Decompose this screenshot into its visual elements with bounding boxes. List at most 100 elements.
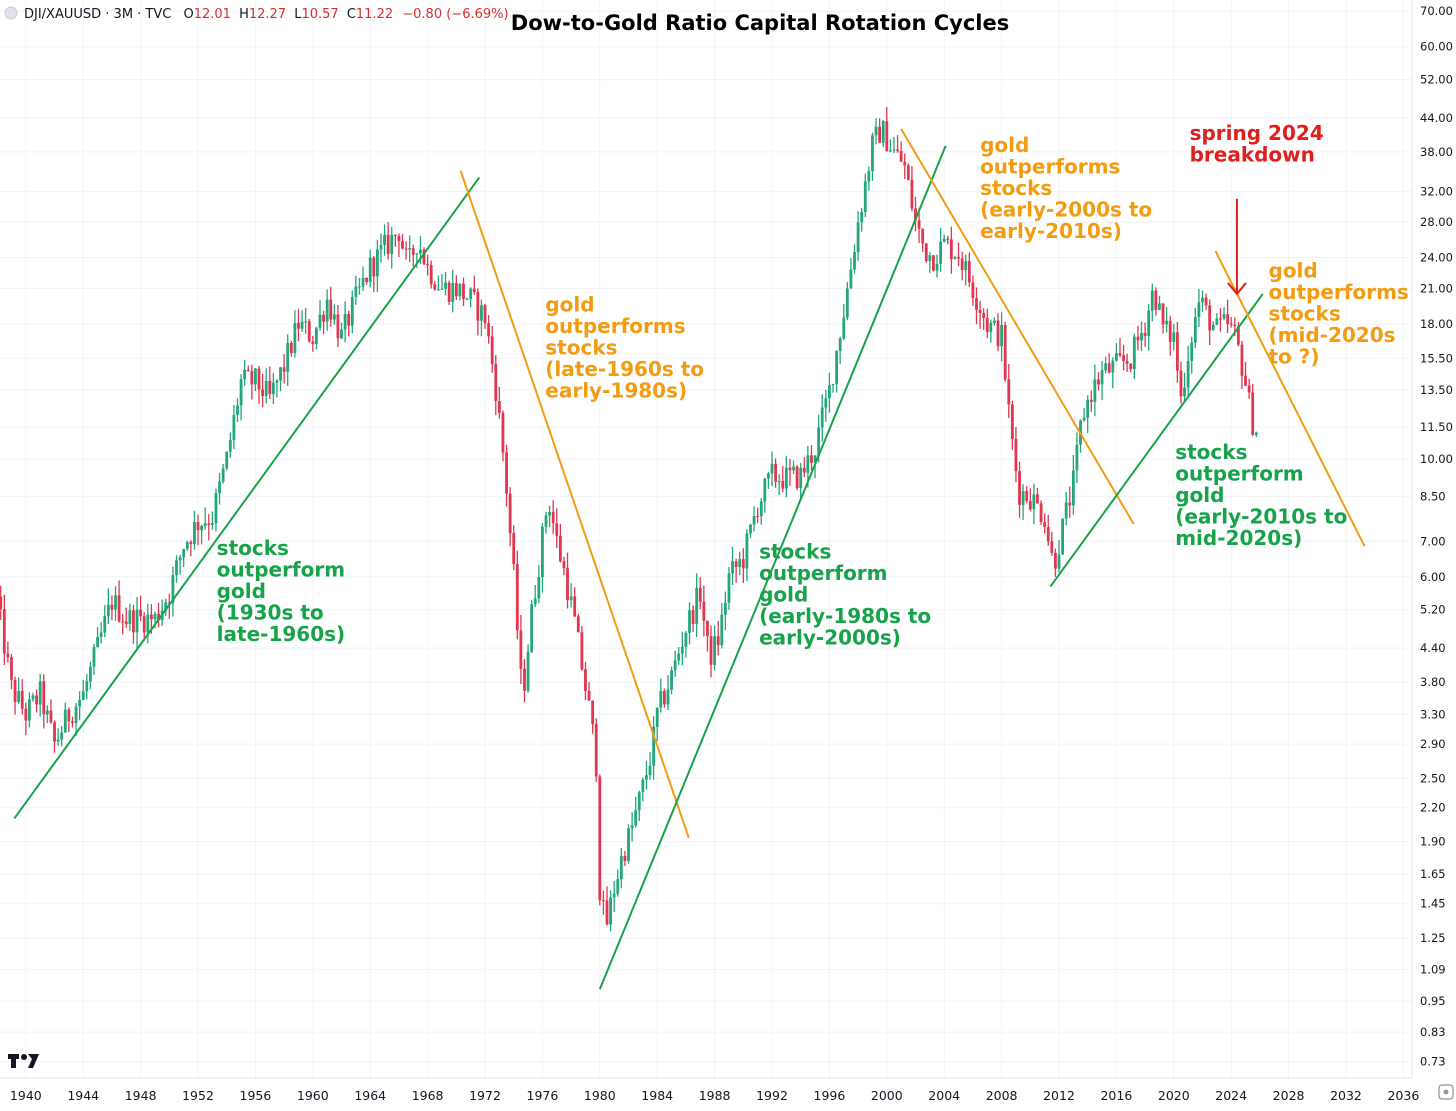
candle-body	[135, 609, 139, 633]
candle-body	[268, 380, 272, 395]
symbol-status-icon[interactable]	[4, 6, 18, 20]
candle-body	[200, 526, 204, 531]
candle-body	[971, 282, 975, 299]
candle-body	[623, 856, 627, 861]
candle-body	[680, 646, 684, 654]
close-label: C	[347, 7, 356, 22]
x-tick-label: 1984	[641, 1088, 673, 1103]
y-tick-label: 2.90	[1420, 737, 1446, 751]
candle-body	[1240, 344, 1244, 376]
candle-body	[275, 380, 279, 383]
candle-body	[770, 463, 774, 474]
x-tick-label: 2008	[986, 1088, 1018, 1103]
candle-body	[978, 309, 982, 313]
candle-body	[365, 277, 369, 283]
candle-body	[214, 493, 218, 524]
candle-body	[698, 587, 702, 602]
candle-body	[164, 602, 168, 611]
candle-body	[153, 613, 157, 620]
candle-body	[49, 710, 53, 723]
candle-body	[975, 298, 978, 310]
candle-body	[1107, 363, 1111, 373]
candle-body	[1140, 333, 1143, 341]
candle-body	[379, 244, 383, 250]
candle-body	[655, 707, 659, 727]
candle-body	[63, 709, 67, 733]
candle-body	[1046, 526, 1050, 542]
candle-body	[666, 689, 670, 705]
candle-body	[566, 568, 569, 601]
candle-body	[795, 466, 799, 488]
candle-body	[508, 493, 512, 534]
candle-body	[261, 389, 264, 396]
candle-body	[1215, 318, 1219, 325]
candle-body	[526, 651, 530, 691]
candle-body	[304, 321, 308, 323]
annotation-line: (mid-2020s	[1269, 323, 1396, 347]
candle-body	[1028, 500, 1032, 510]
candle-body	[1068, 502, 1072, 506]
candle-body	[727, 573, 731, 603]
candle-body	[569, 596, 573, 601]
candle-body	[289, 342, 293, 354]
x-tick-label: 1964	[354, 1088, 386, 1103]
candle-body	[673, 660, 677, 671]
y-tick-label: 5.20	[1420, 603, 1446, 617]
tradingview-logo[interactable]	[8, 1054, 39, 1068]
candle-body	[1236, 326, 1240, 345]
candle-body	[139, 609, 143, 617]
candle-body	[264, 380, 268, 396]
breakdown-arrow-head	[1227, 282, 1247, 296]
candle-body	[838, 338, 842, 351]
symbol-label[interactable]: DJI/XAUUSD · 3M · TVC	[24, 7, 171, 22]
candle-body	[383, 234, 386, 245]
candle-body	[1154, 290, 1158, 310]
candle-body	[1165, 320, 1169, 325]
change-value: −0.80 (−6.69%)	[402, 7, 508, 22]
candle-body	[175, 560, 178, 576]
candle-body	[419, 249, 422, 254]
candle-body	[497, 401, 501, 413]
annotation-line: stocks	[1175, 440, 1247, 464]
candle-body	[121, 621, 125, 623]
candle-body	[1186, 361, 1190, 388]
candle-body	[1197, 302, 1201, 318]
candle-body	[24, 708, 28, 721]
trend-layer	[13, 128, 1366, 990]
candle-body	[878, 126, 882, 143]
candle-body	[706, 620, 709, 637]
candle-body	[1247, 385, 1251, 393]
candle-body	[6, 653, 10, 658]
candle-body	[436, 289, 440, 291]
candle-body	[924, 243, 928, 262]
x-tick-label: 1940	[10, 1088, 42, 1103]
x-tick-label: 2012	[1043, 1088, 1075, 1103]
candle-body	[1050, 541, 1054, 553]
x-tick-label: 1948	[125, 1088, 157, 1103]
candle-body	[210, 523, 214, 525]
trendline-green	[13, 176, 481, 820]
annotation-line: stocks	[759, 539, 831, 563]
candle-body	[1201, 297, 1204, 303]
y-tick-label: 2.50	[1420, 771, 1446, 785]
axis-settings-icon[interactable]	[1438, 1084, 1454, 1100]
candle-body	[573, 596, 577, 617]
candle-body	[193, 522, 196, 544]
candle-body	[71, 721, 74, 724]
annotation-line: stocks	[217, 536, 289, 560]
candle-body	[117, 595, 121, 622]
candle-body	[853, 252, 856, 270]
candle-body	[1129, 363, 1133, 370]
candle-body	[257, 368, 261, 390]
y-tick-label: 1.25	[1420, 931, 1446, 945]
candle-body	[322, 314, 325, 322]
candle-body	[1064, 502, 1068, 519]
low-label: L	[294, 7, 302, 22]
y-tick-label: 7.00	[1420, 534, 1446, 548]
candle-body	[368, 257, 372, 283]
candle-body	[1122, 355, 1125, 362]
candle-body	[218, 481, 221, 494]
